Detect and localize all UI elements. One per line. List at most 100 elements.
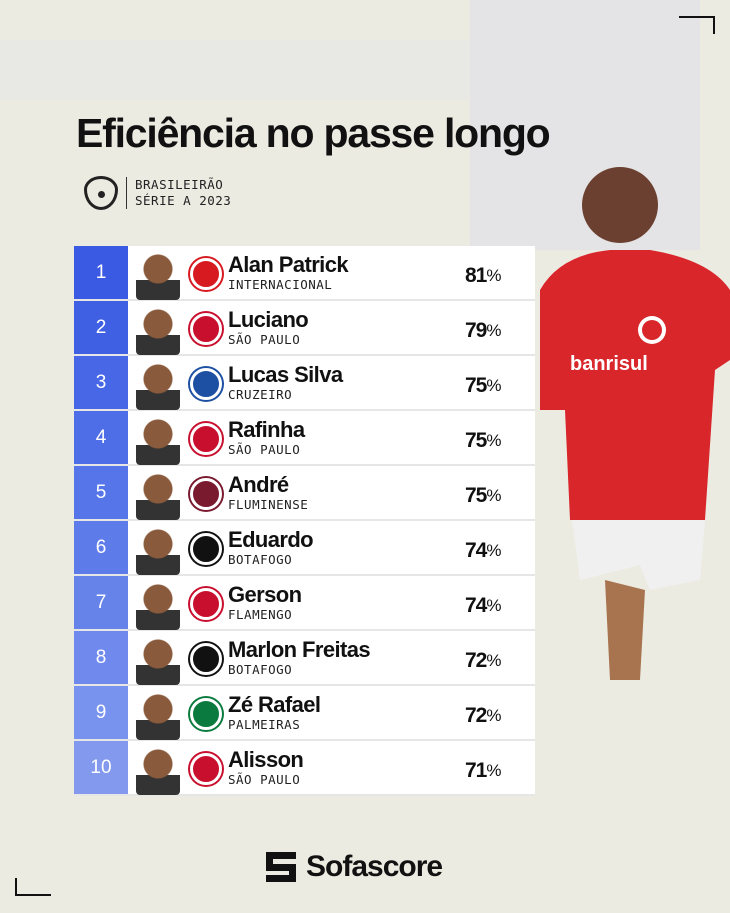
sponsor-text: banrisul (570, 353, 648, 375)
value-number: 74 (465, 538, 487, 562)
team-name: BOTAFOGO (228, 552, 293, 567)
player-name: Zé Rafael (228, 692, 321, 717)
rank-cell: 9 (74, 686, 128, 739)
sofascore-mark-icon (266, 852, 296, 882)
corner-bracket (15, 878, 51, 896)
brand-name: Sofascore (306, 850, 443, 883)
rank-cell: 1 (74, 246, 128, 299)
team-name: PALMEIRAS (228, 717, 301, 732)
stat-value: 75% (465, 466, 535, 519)
value-unit: % (486, 540, 501, 560)
table-row: 8 Marlon Freitas BOTAFOGO 72% (74, 631, 535, 686)
rank-cell: 10 (74, 741, 128, 794)
value-unit: % (486, 485, 501, 505)
team-name: SÃO PAULO (228, 442, 301, 457)
value-unit: % (486, 595, 501, 615)
table-row: 6 Eduardo BOTAFOGO 74% (74, 521, 535, 576)
value-number: 75 (465, 373, 487, 397)
stat-value: 72% (465, 631, 535, 684)
club-crest-icon (190, 423, 222, 455)
player-name: Gerson (228, 582, 302, 607)
rank-cell: 3 (74, 356, 128, 409)
club-crest-icon (190, 313, 222, 345)
player-name: André (228, 472, 289, 497)
rank-cell: 5 (74, 466, 128, 519)
background-block (0, 40, 470, 100)
player-photo (136, 690, 180, 740)
table-row: 2 Luciano SÃO PAULO 79% (74, 301, 535, 356)
team-name: CRUZEIRO (228, 387, 293, 402)
value-number: 75 (465, 428, 487, 452)
player-name: Marlon Freitas (228, 637, 371, 662)
value-unit: % (486, 650, 501, 670)
stat-value: 75% (465, 411, 535, 464)
player-photo (136, 635, 180, 685)
table-row: 9 Zé Rafael PALMEIRAS 72% (74, 686, 535, 741)
ranking-table: 1 Alan Patrick INTERNACIONAL 81% 2 Lucian… (74, 246, 535, 796)
club-crest-icon (190, 643, 222, 675)
table-row: 5 André FLUMINENSE 75% (74, 466, 535, 521)
player-name: Rafinha (228, 417, 305, 442)
club-crest-icon (190, 588, 222, 620)
league-season: SÉRIE A 2023 (135, 193, 232, 208)
player-photo (136, 415, 180, 465)
stat-value: 74% (465, 576, 535, 629)
player-name: Alisson (228, 747, 304, 772)
stat-value: 74% (465, 521, 535, 574)
player-name: Luciano (228, 307, 309, 332)
league-badge: BRASILEIRÃO SÉRIE A 2023 (84, 176, 231, 210)
value-number: 79 (465, 318, 487, 342)
table-row: 1 Alan Patrick INTERNACIONAL 81% (74, 246, 535, 301)
team-name: SÃO PAULO (228, 332, 301, 347)
value-number: 75 (465, 483, 487, 507)
value-unit: % (486, 375, 501, 395)
divider (126, 177, 127, 209)
value-unit: % (486, 320, 501, 340)
table-row: 7 Gerson FLAMENGO 74% (74, 576, 535, 631)
value-number: 72 (465, 703, 487, 727)
club-crest-icon (190, 258, 222, 290)
table-row: 3 Lucas Silva CRUZEIRO 75% (74, 356, 535, 411)
rank-cell: 6 (74, 521, 128, 574)
team-name: BOTAFOGO (228, 662, 293, 677)
stat-value: 79% (465, 301, 535, 354)
club-crest-icon (190, 753, 222, 785)
value-unit: % (486, 265, 501, 285)
rank-cell: 2 (74, 301, 128, 354)
player-photo: banrisul (540, 160, 730, 680)
rank-cell: 7 (74, 576, 128, 629)
sofascore-logo: Sofascore (266, 850, 443, 884)
stat-value: 71% (465, 741, 535, 794)
table-row: 4 Rafinha SÃO PAULO 75% (74, 411, 535, 466)
player-name: Lucas Silva (228, 362, 343, 387)
page-title: Eficiência no passe longo (76, 110, 551, 156)
value-unit: % (486, 705, 501, 725)
rank-cell: 8 (74, 631, 128, 684)
stat-value: 75% (465, 356, 535, 409)
table-row: 10 Alisson SÃO PAULO 71% (74, 741, 535, 796)
club-crest-icon (190, 368, 222, 400)
club-crest-icon (190, 478, 222, 510)
club-crest-icon (190, 698, 222, 730)
team-name: SÃO PAULO (228, 772, 301, 787)
player-name: Alan Patrick (228, 252, 349, 277)
player-photo (136, 745, 180, 795)
value-number: 74 (465, 593, 487, 617)
brasileirao-logo-icon (84, 176, 118, 210)
player-photo (136, 580, 180, 630)
team-name: INTERNACIONAL (228, 277, 333, 292)
club-crest-icon (190, 533, 222, 565)
player-photo (136, 525, 180, 575)
value-number: 72 (465, 648, 487, 672)
value-unit: % (486, 430, 501, 450)
player-photo (136, 470, 180, 520)
rank-cell: 4 (74, 411, 128, 464)
stat-value: 72% (465, 686, 535, 739)
team-name: FLUMINENSE (228, 497, 309, 512)
stat-value: 81% (465, 246, 535, 299)
player-name: Eduardo (228, 527, 314, 552)
value-unit: % (486, 760, 501, 780)
team-name: FLAMENGO (228, 607, 293, 622)
corner-bracket (679, 16, 715, 34)
league-name: BRASILEIRÃO (135, 177, 224, 192)
